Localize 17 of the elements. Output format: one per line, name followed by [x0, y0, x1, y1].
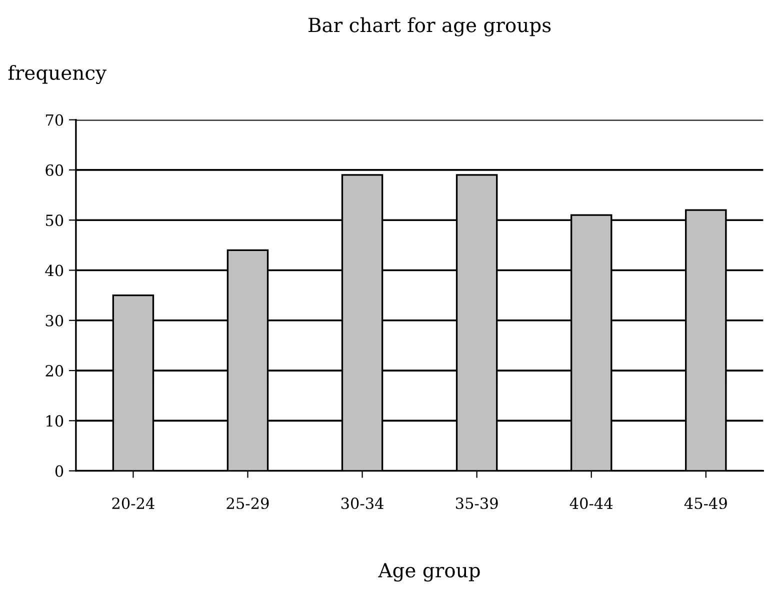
x-tick-label: 30-34	[341, 498, 384, 510]
x-tick-label: 20-24	[112, 498, 154, 510]
y-tick-label: 60	[46, 164, 64, 176]
y-tick-label: 0	[55, 465, 64, 477]
y-axis-title: frequency	[8, 64, 106, 84]
y-tick-label: 10	[46, 415, 64, 427]
y-tick-label: 70	[46, 114, 64, 126]
y-tick-label: 50	[46, 214, 64, 226]
y-tick-label: 40	[45, 264, 64, 276]
y-tick-label: 30	[46, 314, 64, 326]
x-tick-label: 40-44	[570, 498, 613, 510]
x-tick-label: 35-39	[456, 498, 498, 510]
x-tick-label: 45-49	[684, 498, 727, 510]
x-tick-label: 25-29	[226, 498, 269, 510]
y-tick-label: 20	[46, 365, 64, 377]
chart-title: Bar chart for age groups	[308, 17, 551, 36]
x-axis-title: Age group	[378, 563, 480, 582]
